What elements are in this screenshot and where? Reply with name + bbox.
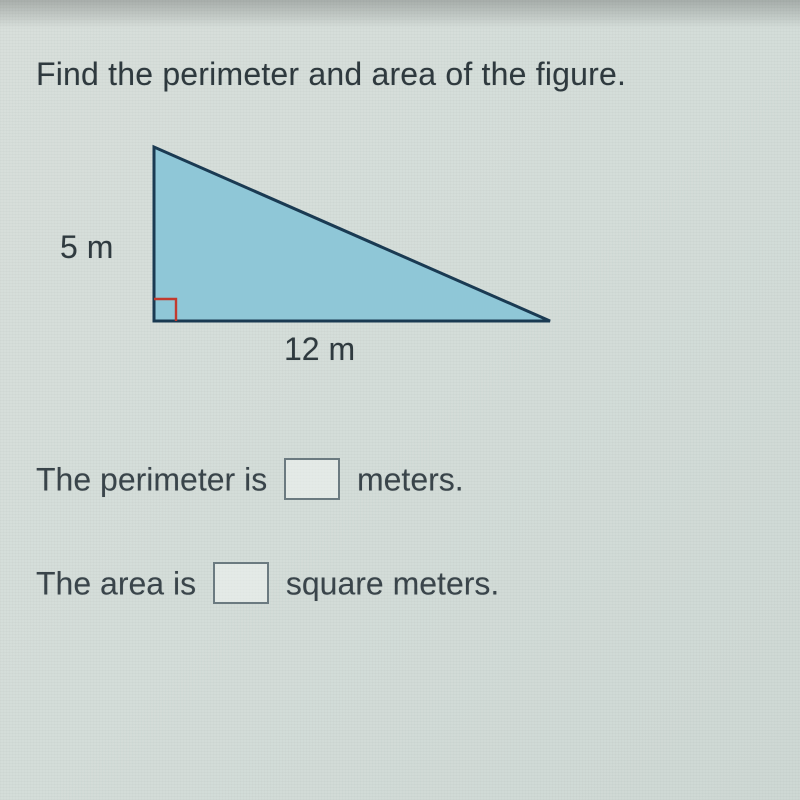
area-unit: square meters.	[286, 565, 499, 601]
area-input[interactable]	[213, 562, 269, 604]
side-label-bottom: 12 m	[284, 331, 355, 368]
triangle-svg	[54, 141, 574, 351]
triangle-shape	[154, 147, 550, 321]
area-line: The area is square meters.	[36, 565, 764, 607]
perimeter-input[interactable]	[284, 458, 340, 500]
side-label-left: 5 m	[60, 229, 113, 266]
area-prefix: The area is	[36, 565, 196, 601]
perimeter-unit: meters.	[357, 461, 464, 497]
question-text: Find the perimeter and area of the figur…	[36, 56, 764, 93]
perimeter-line: The perimeter is meters.	[36, 461, 764, 503]
perimeter-prefix: The perimeter is	[36, 461, 267, 497]
triangle-figure: 5 m 12 m	[54, 141, 574, 371]
